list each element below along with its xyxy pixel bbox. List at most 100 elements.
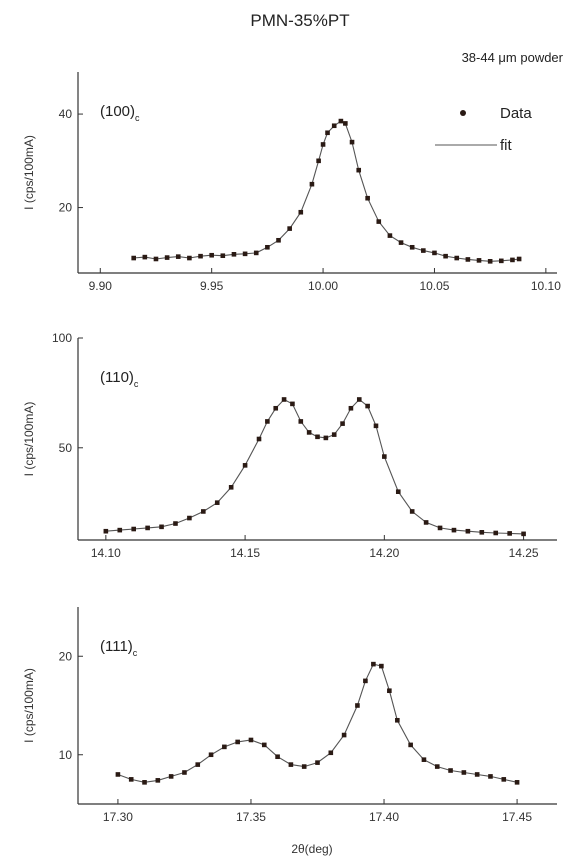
data-point — [382, 454, 387, 459]
data-point — [323, 435, 329, 441]
data-point — [175, 254, 181, 259]
figure-title: PMN-35%PT — [250, 11, 349, 30]
data-point — [265, 244, 270, 250]
data-point — [301, 764, 307, 769]
data-point — [164, 255, 170, 260]
y-axis-label: I (cps/100mA) — [22, 135, 36, 210]
data-point — [363, 678, 368, 684]
data-point — [387, 688, 392, 694]
x-tick-label: 9.90 — [89, 279, 113, 293]
panel-1: 9.90 9.95 10.00 10.05 10.10 20 40 I (cps/100mA)… — [22, 72, 561, 293]
data-point — [514, 780, 520, 785]
data-point — [128, 777, 134, 782]
data-point — [474, 772, 480, 777]
data-point — [437, 525, 443, 531]
panel-3: 17.30 17.35 17.40 17.45 10 20 I (cps/100mA) (11… — [22, 607, 557, 824]
data-point — [387, 233, 393, 238]
data-point — [287, 226, 292, 231]
data-point — [395, 489, 401, 494]
legend-fit-label: fit — [500, 137, 513, 154]
data-point — [103, 528, 109, 534]
data-point — [476, 258, 482, 263]
y-tick-label: 100 — [52, 331, 72, 345]
data-point — [432, 250, 437, 256]
data-point — [349, 139, 355, 145]
data-point — [355, 703, 360, 708]
data-point — [248, 737, 254, 743]
data-point — [275, 754, 280, 760]
data-point — [451, 527, 457, 533]
data-point — [448, 768, 453, 773]
data-point — [115, 772, 121, 777]
data-point — [173, 521, 178, 526]
data-point — [290, 401, 295, 407]
data-point — [507, 531, 512, 536]
data-point — [521, 531, 526, 537]
data-point — [341, 732, 347, 738]
data-point — [465, 528, 471, 534]
data-point — [187, 255, 192, 261]
x-axis-label: 2θ(deg) — [291, 842, 332, 856]
data-point — [409, 509, 415, 514]
data-point — [408, 742, 413, 748]
data-point — [443, 253, 448, 259]
data-point — [242, 251, 248, 257]
panel-label: (111)c — [100, 638, 138, 658]
y-tick-label: 20 — [59, 201, 73, 215]
data-point — [208, 752, 214, 758]
data-point — [288, 762, 294, 767]
x-tick-label: 10.00 — [308, 279, 338, 293]
data-point — [434, 764, 440, 769]
data-point — [298, 419, 304, 424]
data-point — [195, 762, 201, 767]
data-point — [209, 252, 214, 258]
data-point — [256, 436, 262, 442]
data-point — [198, 253, 203, 259]
panel-label: (110)c — [100, 369, 139, 389]
data-point — [340, 421, 345, 426]
legend-data-marker — [460, 110, 466, 116]
data-point — [325, 130, 330, 136]
data-point — [421, 248, 426, 253]
data-point — [376, 219, 382, 224]
data-point — [365, 195, 370, 201]
figure-subtitle: 38-44 μm powder — [462, 50, 564, 65]
data-point — [182, 770, 187, 775]
data-point — [356, 167, 362, 173]
x-tick-label: 14.15 — [230, 546, 260, 560]
data-point — [398, 240, 404, 245]
x-tick-label: 17.40 — [369, 810, 399, 824]
data-point — [142, 780, 147, 785]
data-point — [253, 250, 259, 256]
data-point — [409, 244, 415, 250]
data-point — [379, 663, 384, 669]
data-point — [423, 520, 429, 525]
data-point — [222, 744, 227, 750]
data-point — [298, 209, 304, 215]
data-point — [235, 739, 240, 745]
data-point — [501, 777, 507, 782]
data-point — [273, 405, 279, 411]
data-point — [242, 463, 248, 468]
data-point — [371, 661, 376, 667]
data-point — [231, 252, 237, 257]
y-axis-label: I (cps/100mA) — [22, 668, 36, 743]
data-point — [309, 181, 315, 187]
data-point — [499, 258, 504, 264]
y-axis-label: I (cps/100mA) — [22, 402, 36, 477]
data-point — [320, 142, 326, 147]
data-point — [228, 485, 234, 490]
x-tick-label: 10.05 — [419, 279, 449, 293]
data-point — [201, 509, 206, 514]
legend-data-label: Data — [500, 105, 532, 122]
data-point — [510, 257, 515, 263]
data-point — [395, 717, 400, 723]
x-tick-label: 14.20 — [369, 546, 399, 560]
data-point — [220, 253, 226, 259]
data-point — [306, 430, 312, 435]
data-point — [155, 778, 161, 783]
x-tick-label: 17.35 — [236, 810, 266, 824]
data-point — [465, 257, 471, 262]
data-point — [365, 403, 370, 409]
